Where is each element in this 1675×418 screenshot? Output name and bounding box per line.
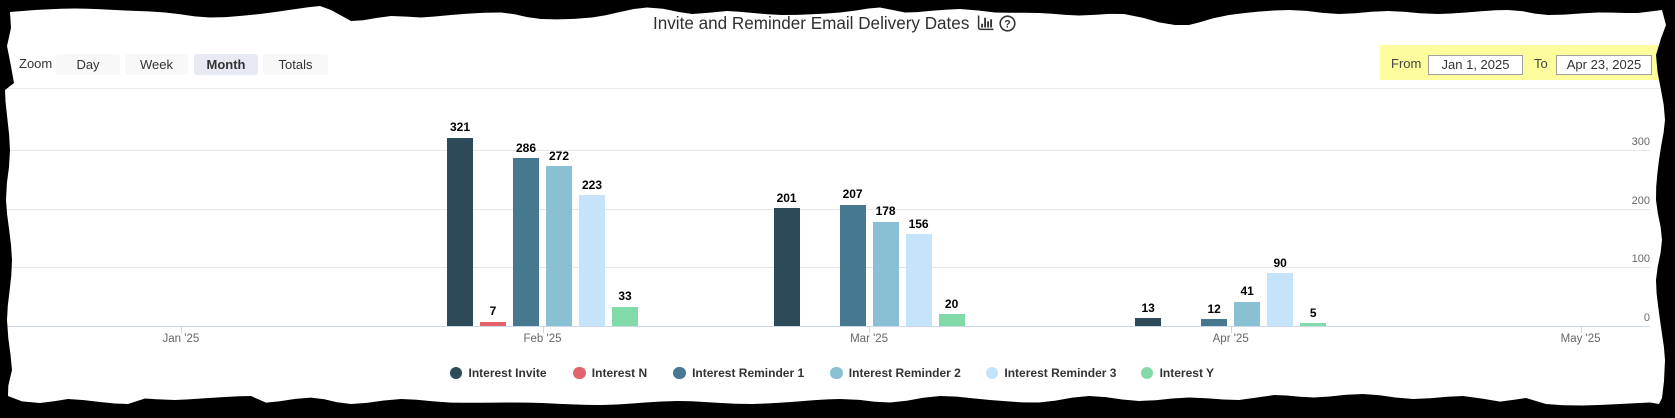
svg-text:?: ? <box>1004 18 1011 30</box>
